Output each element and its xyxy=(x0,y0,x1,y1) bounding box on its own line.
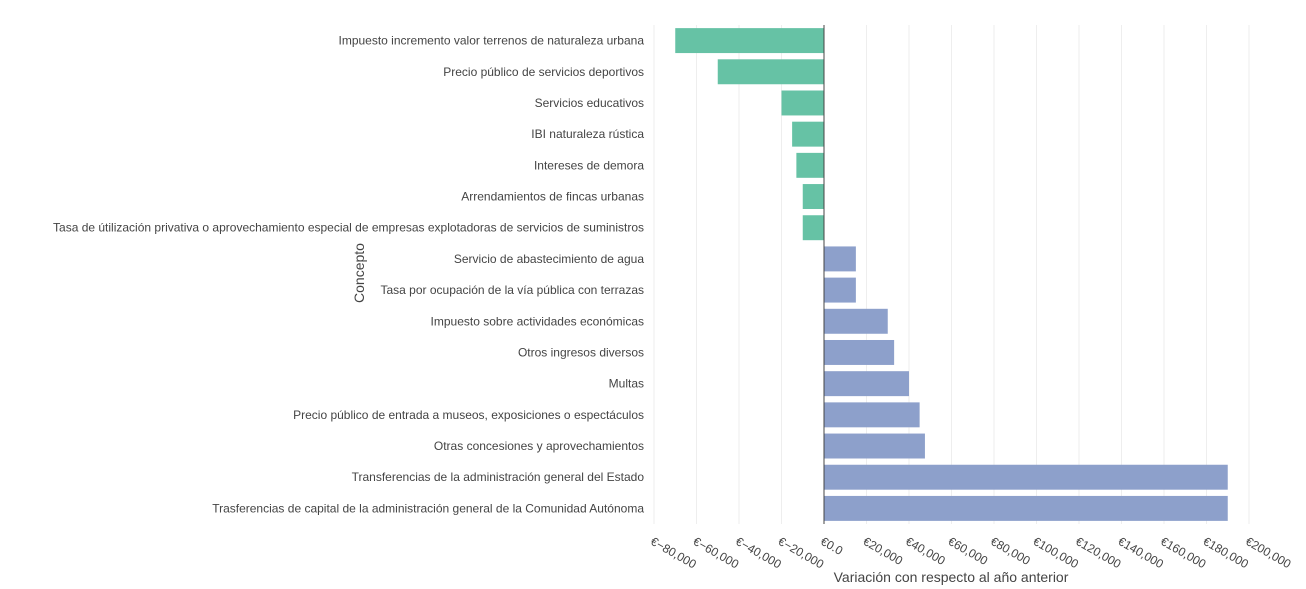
grid-lines xyxy=(653,25,1250,524)
bar[interactable] xyxy=(802,215,824,241)
bar[interactable] xyxy=(824,402,920,428)
bar[interactable] xyxy=(824,277,856,303)
bars xyxy=(675,28,1228,521)
bar[interactable] xyxy=(796,152,824,178)
category-label: Intereses de demora xyxy=(534,158,644,172)
x-tick-label: €200,000 xyxy=(1243,534,1294,571)
bar[interactable] xyxy=(717,59,824,85)
x-tick-label: €160,000 xyxy=(1158,534,1209,571)
category-label: Precio público de entrada a museos, expo… xyxy=(293,408,644,422)
x-tick-label: €80,000 xyxy=(988,534,1033,568)
bar[interactable] xyxy=(824,495,1228,521)
bar[interactable] xyxy=(802,184,824,210)
category-labels: Impuesto incremento valor terrenos de na… xyxy=(53,34,644,516)
bar[interactable] xyxy=(824,339,895,365)
bar[interactable] xyxy=(824,464,1228,490)
category-label: Impuesto sobre actividades económicas xyxy=(431,314,644,328)
x-tick-label: €180,000 xyxy=(1201,534,1252,571)
category-label: Arrendamientos de fincas urbanas xyxy=(461,190,644,204)
category-label: Trasferencias de capital de la administr… xyxy=(212,501,644,515)
x-axis-title: Variación con respecto al año anterior xyxy=(834,569,1069,585)
x-tick-label: €−20,000 xyxy=(776,534,827,571)
x-tick-labels: €−80,000€−60,000€−40,000€−20,000€0.0 €20,… xyxy=(648,534,1294,571)
x-tick-label: €100,000 xyxy=(1031,534,1082,571)
bar[interactable] xyxy=(792,121,824,147)
x-tick-label: €−40,000 xyxy=(733,534,784,571)
bar[interactable] xyxy=(824,246,856,272)
category-label: Otras concesiones y aprovechamientos xyxy=(434,439,644,453)
x-tick-label: €−80,000 xyxy=(648,534,699,571)
category-label: Impuesto incremento valor terrenos de na… xyxy=(338,34,644,48)
category-label: Otros ingresos diversos xyxy=(518,345,644,359)
bar[interactable] xyxy=(824,433,925,459)
x-tick-label: €20,000 xyxy=(861,534,906,568)
x-tick-label: €−60,000 xyxy=(691,534,742,571)
bar[interactable] xyxy=(781,90,825,116)
category-label: Tasa por ocupación de la vía pública con… xyxy=(381,283,645,297)
category-label: Transferencias de la administración gene… xyxy=(352,470,645,484)
x-tick-label: €0.0 xyxy=(818,534,846,558)
category-label: Precio público de servicios deportivos xyxy=(443,65,644,79)
bar[interactable] xyxy=(824,308,888,334)
x-tick-label: €40,000 xyxy=(903,534,948,568)
x-tick-label: €120,000 xyxy=(1073,534,1124,571)
y-axis-title: Concepto xyxy=(351,243,367,303)
category-label: Servicio de abastecimiento de agua xyxy=(454,252,644,266)
category-label: Tasa de útilización privativa o aprovech… xyxy=(53,221,644,235)
category-label: IBI naturaleza rústica xyxy=(531,127,644,141)
category-label: Multas xyxy=(609,377,644,391)
bar[interactable] xyxy=(824,371,909,397)
bar[interactable] xyxy=(675,28,824,54)
x-tick-label: €60,000 xyxy=(946,534,991,568)
x-tick-label: €140,000 xyxy=(1116,534,1167,571)
category-label: Servicios educativos xyxy=(535,96,644,110)
